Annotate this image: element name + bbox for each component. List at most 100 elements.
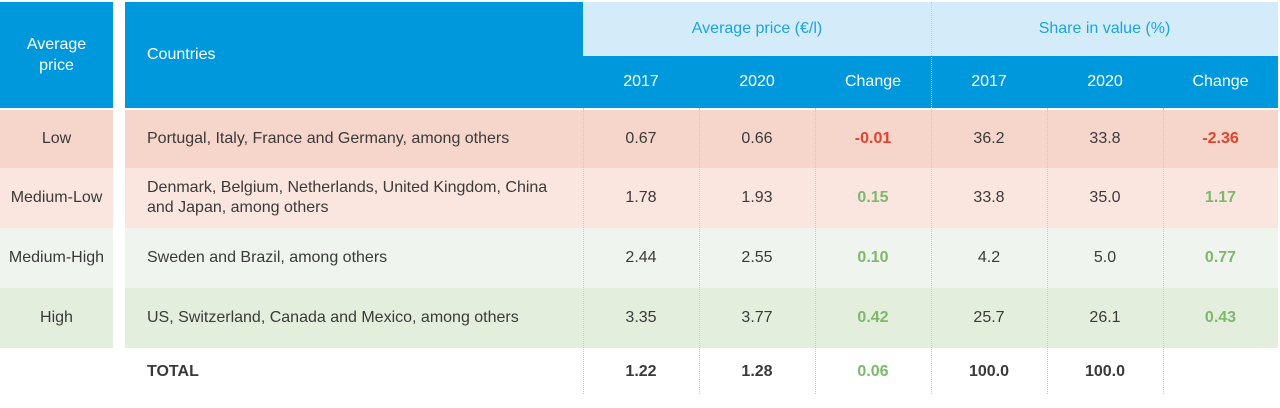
share-2020-value: 5.0 (1093, 249, 1117, 266)
countries-text: US, Switzerland, Canada and Mexico, amon… (147, 309, 519, 326)
col-2020-share-label: 2020 (1087, 73, 1123, 90)
total-share-2017: 100.0 (968, 363, 1010, 380)
price-change-value: -0.01 (854, 130, 892, 147)
col-2017-share-label: 2017 (971, 73, 1007, 90)
share-2020-cell: 35.0 (1047, 168, 1163, 228)
share-2017-cell: 4.2 (931, 228, 1047, 288)
share-2017-value: 25.7 (973, 309, 1005, 326)
share-change-cell: 1.17 (1163, 168, 1278, 228)
total-price-2017-cell: 1.22 (583, 350, 699, 394)
share-2020-cell: 33.8 (1047, 110, 1163, 168)
price-change-cell: -0.01 (815, 110, 931, 168)
price-2017-value: 1.78 (625, 189, 657, 206)
tier-label: High (40, 309, 73, 326)
price-2017-value: 0.67 (625, 130, 657, 147)
price-2020-cell: 0.66 (699, 110, 815, 168)
column-divider (1163, 108, 1164, 394)
share-2017-value: 36.2 (973, 130, 1005, 147)
col-2017-price-label: 2017 (623, 73, 659, 90)
column-divider (815, 108, 816, 394)
countries-cell: US, Switzerland, Canada and Mexico, amon… (125, 288, 583, 348)
share-2017-cell: 25.7 (931, 288, 1047, 348)
countries-header-label: Countries (147, 46, 216, 63)
price-2020-cell: 3.77 (699, 288, 815, 348)
price-2017-value: 3.35 (625, 309, 657, 326)
total-price-change-cell: 0.06 (815, 350, 931, 394)
share-change-cell: 0.77 (1163, 228, 1278, 288)
total-share-2017-cell: 100.0 (931, 350, 1047, 394)
share-change-value: 0.77 (1204, 249, 1237, 266)
col-change-price-label: Change (844, 73, 902, 90)
total-label: TOTAL (147, 363, 199, 380)
price-2017-value: 2.44 (625, 249, 657, 266)
countries-cell: Portugal, Italy, France and Germany, amo… (125, 110, 583, 168)
column-divider (699, 108, 700, 394)
countries-text: Denmark, Belgium, Netherlands, United Ki… (147, 179, 548, 216)
price-change-cell: 0.10 (815, 228, 931, 288)
avg-price-group-header: Average price (€/l) (583, 2, 931, 56)
price-change-cell: 0.42 (815, 288, 931, 348)
countries-cell: Denmark, Belgium, Netherlands, United Ki… (125, 168, 583, 228)
tier-cell: Medium-Low (0, 168, 113, 228)
share-2020-cell: 26.1 (1047, 288, 1163, 348)
share-2020-value: 33.8 (1089, 130, 1121, 147)
price-change-value: 0.42 (857, 309, 889, 326)
total-label-cell: TOTAL (125, 350, 583, 394)
countries-text: Portugal, Italy, France and Germany, amo… (147, 130, 510, 147)
share-2017-cell: 33.8 (931, 168, 1047, 228)
price-2020-value: 2.55 (741, 249, 773, 266)
share-2020-cell: 5.0 (1047, 228, 1163, 288)
total-share-2020-cell: 100.0 (1047, 350, 1163, 394)
column-divider (583, 108, 584, 394)
share-2020-value: 26.1 (1089, 309, 1121, 326)
price-change-value: 0.10 (857, 249, 889, 266)
price-2020-value: 3.77 (741, 309, 773, 326)
tier-cell: High (0, 288, 113, 348)
price-2020-cell: 1.93 (699, 168, 815, 228)
share-2017-value: 33.8 (973, 189, 1005, 206)
price-2017-cell: 2.44 (583, 228, 699, 288)
share-change-value: 1.17 (1204, 189, 1237, 206)
price-change-cell: 0.15 (815, 168, 931, 228)
share-group-header: Share in value (%) (931, 2, 1278, 56)
countries-text: Sweden and Brazil, among others (147, 249, 388, 266)
countries-cell: Sweden and Brazil, among others (125, 228, 583, 288)
share-change-value: -2.36 (1202, 130, 1239, 147)
col-2020-price: 2020 (699, 56, 815, 108)
share-change-value: 0.43 (1204, 309, 1237, 326)
col-2017-price: 2017 (583, 56, 699, 108)
price-change-value: 0.15 (857, 189, 889, 206)
tier-cell: Low (0, 110, 113, 168)
share-change-cell: -2.36 (1163, 110, 1278, 168)
avg-price-group-label: Average price (€/l) (691, 20, 823, 37)
price-2017-cell: 3.35 (583, 288, 699, 348)
tier-label: Medium-High (8, 249, 105, 266)
average-price-header-label: Average price (26, 36, 87, 74)
share-2020-value: 35.0 (1089, 189, 1121, 206)
share-2017-cell: 36.2 (931, 110, 1047, 168)
share-group-label: Share in value (%) (1038, 20, 1171, 37)
col-2017-share: 2017 (931, 56, 1047, 108)
total-price-change: 0.06 (857, 363, 889, 380)
col-change-price: Change (815, 56, 931, 108)
tier-label: Low (41, 130, 72, 147)
tier-label: Medium-Low (10, 189, 103, 206)
countries-header: Countries (125, 2, 583, 108)
price-2020-cell: 2.55 (699, 228, 815, 288)
col-change-share-label: Change (1192, 73, 1249, 90)
col-2020-price-label: 2020 (739, 73, 775, 90)
column-divider (1047, 108, 1048, 394)
total-share-2020: 100.0 (1084, 363, 1126, 380)
share-change-cell: 0.43 (1163, 288, 1278, 348)
price-2020-value: 0.66 (741, 130, 773, 147)
column-divider (931, 2, 932, 394)
total-price-2020: 1.28 (741, 363, 773, 380)
price-2020-value: 1.93 (741, 189, 773, 206)
price-2017-cell: 0.67 (583, 110, 699, 168)
total-price-2020-cell: 1.28 (699, 350, 815, 394)
col-2020-share: 2020 (1047, 56, 1163, 108)
price-2017-cell: 1.78 (583, 168, 699, 228)
total-price-2017: 1.22 (625, 363, 657, 380)
col-change-share: Change (1163, 56, 1278, 108)
tier-cell: Medium-High (0, 228, 113, 288)
